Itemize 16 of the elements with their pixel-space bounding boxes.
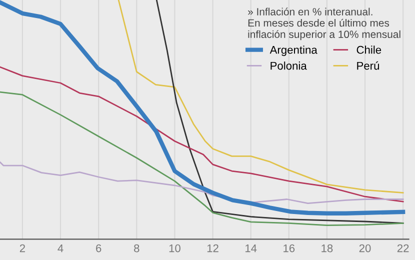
x-tick-label: 2 — [20, 244, 25, 252]
x-tick-label: 6 — [96, 244, 102, 252]
x-tick-label: 12 — [207, 244, 218, 252]
legend-title: » Inflación en % interanual. En meses desde el último mes inflación superior a 10% mensual — [248, 8, 400, 40]
x-tick-label: 4 — [58, 244, 64, 252]
x-tick-label: 22 — [397, 244, 409, 252]
legend-label: Perú — [357, 61, 379, 70]
legend-label: Argentina — [270, 46, 318, 56]
x-tick-label: 8 — [134, 244, 140, 252]
x-tick-label: 18 — [322, 244, 333, 252]
legend-label: Polonia — [270, 62, 307, 70]
legend-label: Chile — [356, 46, 382, 54]
x-tick-label: 20 — [359, 244, 371, 252]
x-tick-label: 10 — [169, 244, 180, 252]
x-tick-label: 14 — [245, 244, 257, 252]
x-tick-label: 16 — [284, 244, 295, 252]
